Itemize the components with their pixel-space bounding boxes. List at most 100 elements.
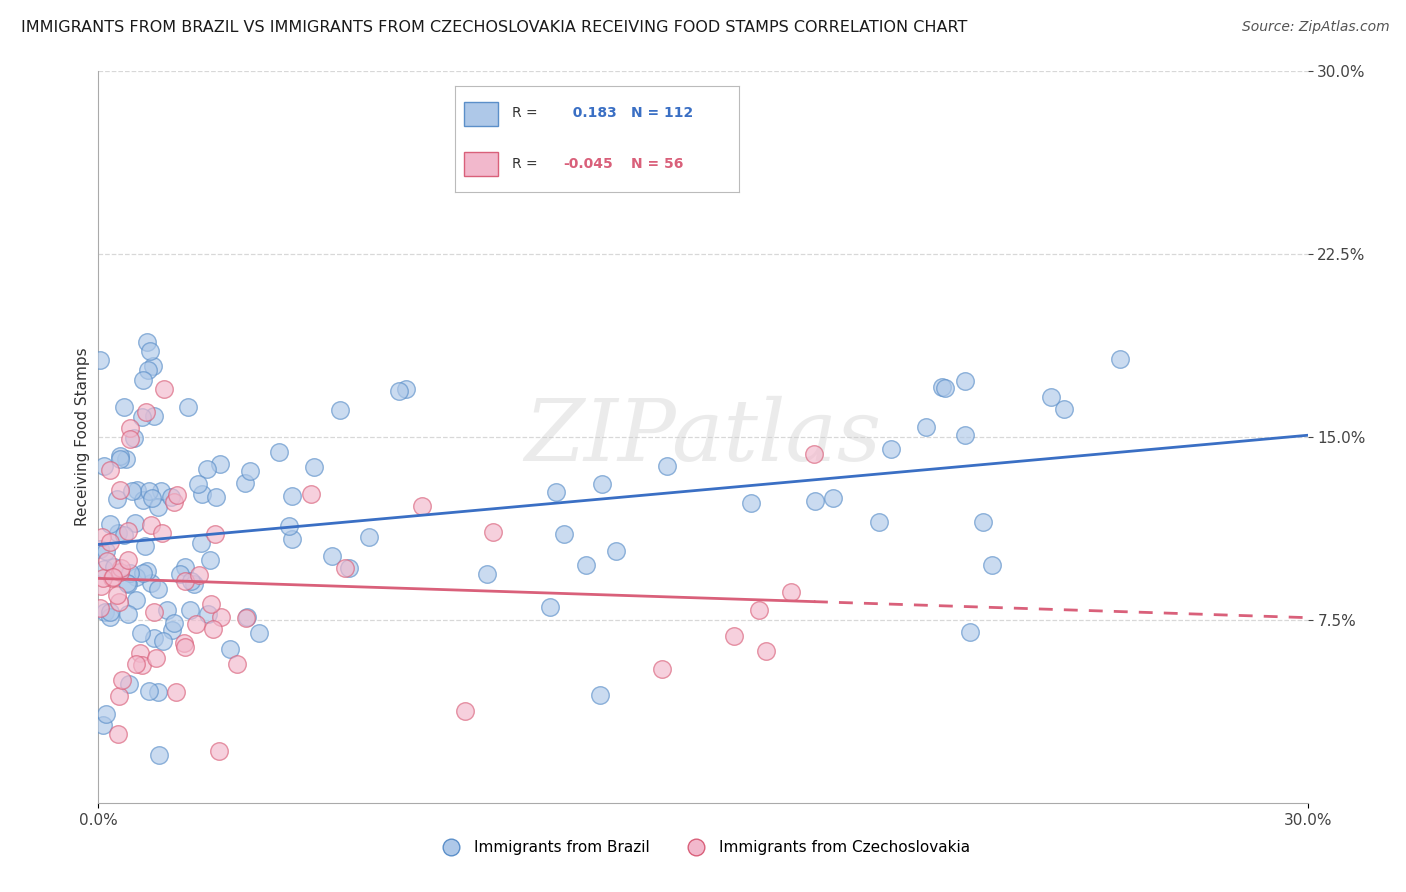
- Point: [204, 527, 226, 541]
- Point: [117, 553, 139, 567]
- Point: [748, 603, 770, 617]
- Point: [302, 460, 325, 475]
- Point: [111, 673, 134, 687]
- Point: [115, 576, 138, 591]
- Text: Source: ZipAtlas.com: Source: ZipAtlas.com: [1241, 20, 1389, 34]
- Point: [184, 617, 207, 632]
- Point: [197, 607, 219, 621]
- Point: [187, 476, 209, 491]
- Point: [112, 400, 135, 414]
- Point: [138, 684, 160, 698]
- Point: [655, 458, 678, 473]
- Point: [195, 462, 218, 476]
- Point: [96, 554, 118, 568]
- Point: [131, 658, 153, 673]
- Point: [934, 381, 956, 395]
- Point: [981, 558, 1004, 572]
- Point: [118, 676, 141, 690]
- Point: [125, 483, 148, 498]
- Point: [803, 447, 825, 461]
- Point: [235, 611, 257, 625]
- Point: [125, 657, 148, 671]
- Point: [605, 544, 627, 558]
- Point: [169, 566, 191, 581]
- Point: [395, 382, 418, 396]
- Text: IMMIGRANTS FROM BRAZIL VS IMMIGRANTS FROM CZECHOSLOVAKIA RECEIVING FOOD STAMPS C: IMMIGRANTS FROM BRAZIL VS IMMIGRANTS FRO…: [21, 20, 967, 35]
- Point: [120, 432, 142, 446]
- Legend: Immigrants from Brazil, Immigrants from Czechoslovakia: Immigrants from Brazil, Immigrants from …: [430, 834, 976, 861]
- Point: [108, 449, 131, 463]
- Point: [93, 459, 115, 474]
- Point: [475, 566, 498, 581]
- Point: [107, 727, 129, 741]
- Point: [89, 600, 111, 615]
- Point: [125, 593, 148, 607]
- Point: [148, 500, 170, 514]
- Point: [149, 483, 172, 498]
- Point: [139, 576, 162, 591]
- Point: [482, 524, 505, 539]
- Point: [117, 607, 139, 621]
- Point: [118, 566, 141, 580]
- Point: [755, 643, 778, 657]
- Point: [143, 409, 166, 423]
- Point: [553, 527, 575, 541]
- Y-axis label: Receiving Food Stamps: Receiving Food Stamps: [75, 348, 90, 526]
- Point: [103, 570, 125, 584]
- Point: [108, 452, 131, 467]
- Point: [91, 571, 114, 585]
- Text: ZIPatlas: ZIPatlas: [524, 396, 882, 478]
- Point: [740, 496, 762, 510]
- Point: [159, 490, 181, 504]
- Point: [591, 477, 613, 491]
- Point: [915, 420, 938, 434]
- Point: [108, 690, 131, 704]
- Point: [150, 526, 173, 541]
- Point: [136, 564, 159, 578]
- Point: [94, 605, 117, 619]
- Point: [166, 488, 188, 502]
- Point: [91, 717, 114, 731]
- Point: [239, 464, 262, 478]
- Point: [225, 657, 247, 672]
- Point: [162, 623, 184, 637]
- Point: [176, 401, 198, 415]
- Point: [209, 610, 232, 624]
- Point: [136, 363, 159, 377]
- Point: [93, 562, 115, 576]
- Point: [200, 597, 222, 611]
- Point: [821, 491, 844, 506]
- Point: [201, 622, 224, 636]
- Point: [135, 335, 157, 350]
- Point: [135, 405, 157, 419]
- Point: [139, 343, 162, 358]
- Point: [538, 600, 561, 615]
- Point: [114, 452, 136, 467]
- Point: [125, 570, 148, 584]
- Point: [142, 606, 165, 620]
- Point: [163, 615, 186, 630]
- Point: [114, 527, 136, 541]
- Point: [411, 499, 433, 513]
- Point: [152, 633, 174, 648]
- Point: [131, 493, 153, 508]
- Point: [173, 560, 195, 574]
- Point: [96, 707, 118, 722]
- Point: [107, 595, 129, 609]
- Point: [105, 588, 128, 602]
- Point: [89, 352, 111, 367]
- Point: [143, 631, 166, 645]
- Point: [141, 517, 163, 532]
- Point: [205, 490, 228, 504]
- Point: [931, 380, 953, 394]
- Point: [333, 561, 356, 575]
- Point: [779, 585, 801, 599]
- Point: [90, 530, 112, 544]
- Point: [278, 519, 301, 533]
- Point: [281, 532, 304, 546]
- Point: [191, 486, 214, 500]
- Point: [145, 651, 167, 665]
- Point: [179, 603, 201, 617]
- Point: [454, 704, 477, 718]
- Point: [236, 609, 259, 624]
